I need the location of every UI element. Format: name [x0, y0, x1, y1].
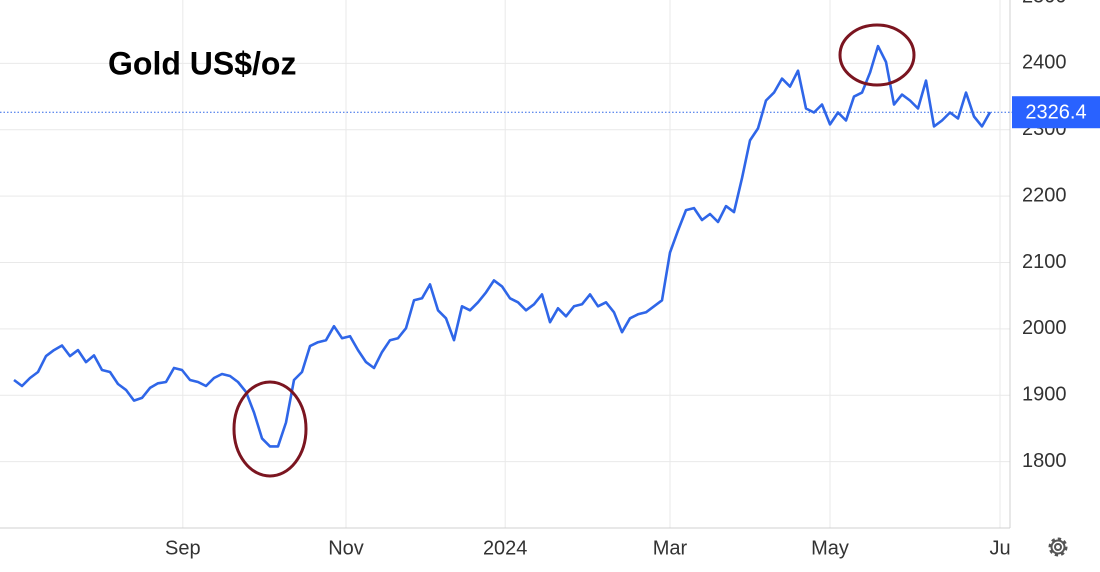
y-tick-label: 2200: [1022, 184, 1067, 206]
x-tick-label: Ju: [989, 537, 1010, 559]
x-tick-label: Nov: [328, 537, 364, 559]
x-tick-label: 2024: [483, 537, 528, 559]
y-tick-label: 2000: [1022, 317, 1067, 339]
x-tick-label: May: [811, 537, 849, 559]
x-tick-label: Mar: [653, 537, 688, 559]
y-tick-label: 2400: [1022, 52, 1067, 74]
y-tick-label: 2500: [1022, 0, 1067, 7]
current-value-tag: [1012, 96, 1100, 129]
y-tick-label: 2100: [1022, 251, 1067, 273]
highlight-ellipse: [838, 23, 916, 87]
x-tick-label: Sep: [165, 537, 201, 559]
highlight-ellipse: [232, 380, 308, 478]
current-value-label: 2326.4: [1025, 102, 1086, 124]
price-line: [13, 44, 992, 448]
y-tick-label: 1800: [1022, 450, 1067, 472]
settings-icon[interactable]: [1048, 537, 1068, 557]
y-tick-label: 1900: [1022, 384, 1067, 406]
chart-title: Gold US$/oz: [108, 45, 296, 81]
